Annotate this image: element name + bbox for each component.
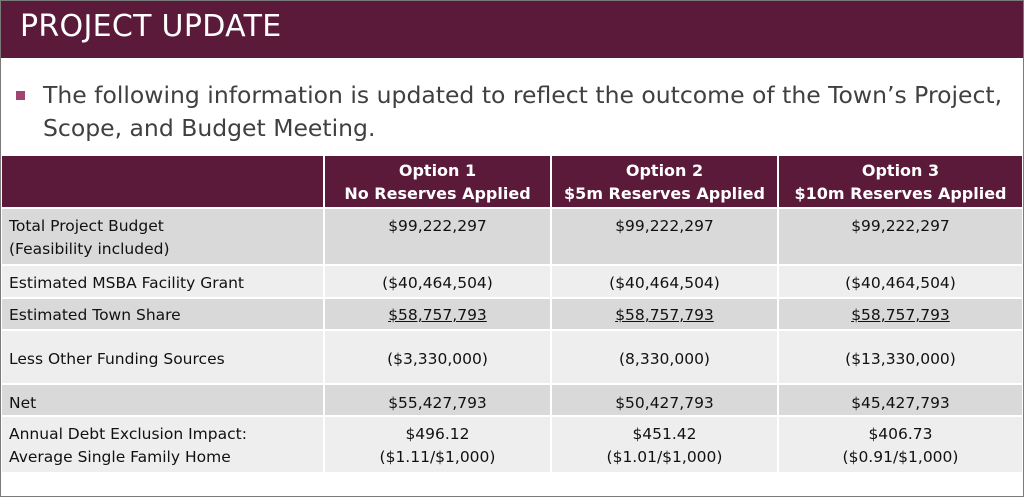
cell-option-1: $58,757,793 [323,297,551,330]
underlined-value: $58,757,793 [615,306,714,324]
cell-value-line: ($1.11/$1,000) [379,448,496,466]
cell-value-line: $496.12 [405,425,470,443]
cell-option-1: $55,427,793 [323,383,551,416]
row-label: Estimated MSBA Facility Grant [2,264,324,298]
table-row-net: Net $55,427,793 $50,427,793 $45,427,793 [2,383,1022,416]
cell-value-line: ($1.01/$1,000) [606,448,723,466]
header-option-1: Option 1 No Reserves Applied [323,156,551,208]
underlined-value: $58,757,793 [388,306,487,324]
cell-option-3: ($13,330,000) [777,329,1022,384]
cell-option-1: $99,222,297 [323,207,551,265]
header-option-3-subtitle: $10m Reserves Applied [794,184,1007,203]
row-label-line: Total Project Budget [9,217,164,235]
header-option-1-subtitle: No Reserves Applied [344,184,531,203]
cell-option-3: $99,222,297 [777,207,1022,265]
budget-options-table: Option 1 No Reserves Applied Option 2 $5… [2,156,1022,472]
header-option-2-subtitle: $5m Reserves Applied [564,184,765,203]
row-label-line: Average Single Family Home [9,448,231,466]
cell-option-2: (8,330,000) [550,329,778,384]
header-option-3: Option 3 $10m Reserves Applied [777,156,1022,208]
header-blank-cell [2,156,324,208]
table-row-other-funding: Less Other Funding Sources ($3,330,000) … [2,329,1022,384]
table-row-debt-exclusion: Annual Debt Exclusion Impact: Average Si… [2,415,1022,472]
bullet-square-icon [16,91,25,100]
row-label: Total Project Budget (Feasibility includ… [2,207,324,265]
cell-option-2: $58,757,793 [550,297,778,330]
row-label: Estimated Town Share [2,297,324,330]
header-option-1-title: Option 1 [398,161,477,180]
cell-option-2: ($40,464,504) [550,264,778,298]
cell-value-line: ($0.91/$1,000) [842,448,959,466]
cell-value-line: $451.42 [632,425,697,443]
cell-option-1: $496.12 ($1.11/$1,000) [323,415,551,472]
header-option-3-title: Option 3 [861,161,940,180]
title-bar: PROJECT UPDATE [1,1,1023,58]
header-option-2-title: Option 2 [625,161,704,180]
underlined-value: $58,757,793 [851,306,950,324]
row-label: Less Other Funding Sources [2,329,324,384]
table-row-total-project-budget: Total Project Budget (Feasibility includ… [2,207,1022,265]
table-header-row: Option 1 No Reserves Applied Option 2 $5… [2,156,1022,208]
header-option-2: Option 2 $5m Reserves Applied [550,156,778,208]
cell-option-2: $99,222,297 [550,207,778,265]
row-label-line: Annual Debt Exclusion Impact: [9,425,247,443]
table-row-town-share: Estimated Town Share $58,757,793 $58,757… [2,297,1022,330]
row-label: Net [2,383,324,416]
cell-option-3: $45,427,793 [777,383,1022,416]
table-row-msba-grant: Estimated MSBA Facility Grant ($40,464,5… [2,264,1022,298]
cell-option-3: $406.73 ($0.91/$1,000) [777,415,1022,472]
cell-option-1: ($40,464,504) [323,264,551,298]
cell-option-2: $451.42 ($1.01/$1,000) [550,415,778,472]
cell-option-3: ($40,464,504) [777,264,1022,298]
cell-option-1: ($3,330,000) [323,329,551,384]
cell-option-2: $50,427,793 [550,383,778,416]
row-label: Annual Debt Exclusion Impact: Average Si… [2,415,324,472]
cell-option-3: $58,757,793 [777,297,1022,330]
row-label-line: (Feasibility included) [9,240,170,258]
bullet-text: The following information is updated to … [43,81,1003,142]
slide-title: PROJECT UPDATE [20,9,282,44]
cell-value-line: $406.73 [868,425,933,443]
